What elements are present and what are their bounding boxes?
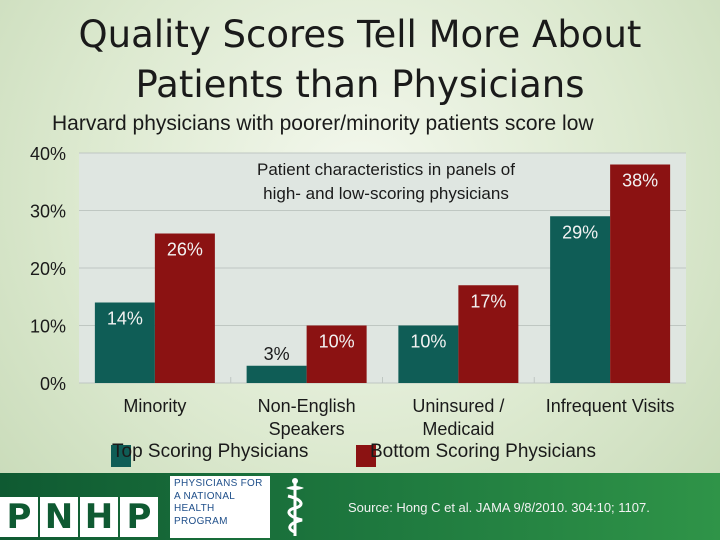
bar-top-3 — [550, 216, 611, 383]
legend-label-top: Top Scoring Physicians — [112, 441, 309, 462]
pnhp-letter-h: H — [80, 497, 118, 537]
data-label-top-0: 14% — [107, 309, 143, 329]
pnhp-logo: P N H P — [0, 497, 158, 537]
bar-top-2 — [398, 325, 459, 383]
y-tick-label-40: 40% — [30, 144, 66, 164]
pnhp-org-name: PHYSICIANS FOR A NATIONAL HEALTH PROGRAM — [170, 476, 270, 538]
category-label-2-0: Uninsured / — [412, 396, 504, 416]
data-label-bottom-0: 26% — [167, 240, 203, 260]
bar-bottom-2 — [458, 285, 519, 383]
slide-title: Quality Scores Tell More About Patients … — [0, 10, 720, 110]
org-line-3: HEALTH — [174, 503, 215, 514]
org-line-4: PROGRAM — [174, 515, 228, 527]
y-tick-label-0: 0% — [40, 374, 66, 394]
category-label-1-0: Non-English — [258, 396, 356, 416]
org-line-2: A NATIONAL — [174, 490, 236, 502]
category-label-0-0: Minority — [123, 396, 186, 416]
slide-subtitle: Harvard physicians with poorer/minority … — [52, 112, 594, 135]
chart-title-line-1: Patient characteristics in panels of — [257, 160, 515, 179]
org-line-1: PHYSICIANS FOR — [174, 478, 263, 489]
bar-bottom-0 — [154, 233, 215, 383]
bar-bottom-1 — [306, 325, 367, 383]
y-tick-label-30: 30% — [30, 202, 66, 222]
source-citation: Source: Hong C et al. JAMA 9/8/2010. 304… — [348, 500, 650, 515]
footer-bar: P N H P PHYSICIANS FOR A NATIONAL HEALTH… — [0, 473, 720, 540]
data-label-top-2: 10% — [410, 332, 446, 352]
bar-top-1 — [246, 365, 307, 383]
legend-swatch-top — [111, 445, 131, 467]
legend-label-bottom: Bottom Scoring Physicians — [370, 441, 596, 462]
data-label-bottom-3: 38% — [622, 171, 658, 191]
pnhp-letter-n: N — [40, 497, 78, 537]
data-label-top-3: 29% — [562, 222, 598, 242]
category-label-2-1: Medicaid — [422, 419, 494, 439]
y-tick-label-10: 10% — [30, 317, 66, 337]
caduceus-icon — [286, 478, 304, 536]
slide-title-line-2: Patients than Physicians — [135, 63, 585, 106]
bar-bottom-3 — [610, 164, 671, 383]
y-tick-label-20: 20% — [30, 259, 66, 279]
bar-top-0 — [94, 302, 155, 383]
category-label-1-1: Speakers — [269, 419, 345, 439]
pnhp-letter-p2: P — [120, 497, 158, 537]
slide-title-line-1: Quality Scores Tell More About — [78, 13, 642, 56]
legend-swatch-bottom — [356, 445, 376, 467]
category-label-3-0: Infrequent Visits — [546, 396, 675, 416]
chart-title-line-2: high- and low-scoring physicians — [263, 184, 509, 203]
data-label-top-1: 3% — [264, 344, 290, 364]
data-label-bottom-2: 17% — [470, 291, 506, 311]
pnhp-letter-p1: P — [0, 497, 38, 537]
bar-chart: 0% 10% 20% 30% 40% Patient characteristics in… — [30, 144, 686, 439]
data-label-bottom-1: 10% — [319, 332, 355, 352]
